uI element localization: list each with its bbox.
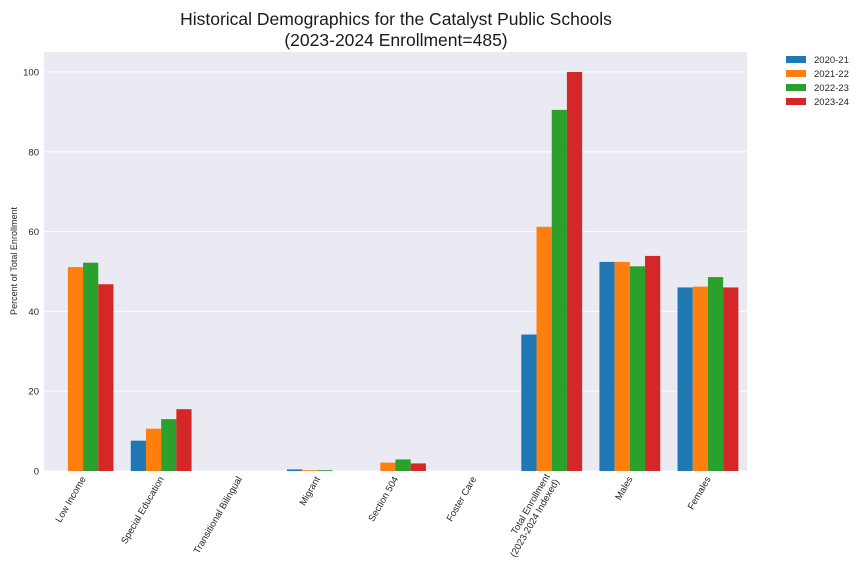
legend-swatch (786, 56, 806, 63)
legend: 2020-21 2021-22 2022-23 2023-24 (786, 55, 849, 108)
bar (130, 440, 146, 471)
legend-label: 2021-22 (814, 69, 849, 80)
bar (302, 470, 318, 471)
y-tick-label: 80 (28, 147, 39, 158)
y-tick-label: 20 (28, 387, 39, 398)
bar (629, 266, 646, 471)
bar (645, 255, 661, 471)
bar (723, 287, 739, 471)
chart-title: Historical Demographics for the Catalyst… (180, 9, 612, 29)
bar (395, 459, 411, 471)
bar (599, 261, 615, 471)
bar (410, 463, 426, 471)
legend-label: 2022-23 (814, 83, 849, 94)
y-tick-label: 0 (34, 467, 39, 478)
bar (286, 469, 303, 471)
y-tick-label: 100 (23, 67, 39, 78)
bar (380, 462, 396, 471)
bar (83, 262, 99, 471)
bar (176, 409, 192, 471)
legend-swatch (786, 98, 806, 105)
y-tick-label: 60 (28, 227, 39, 238)
bar (551, 109, 567, 471)
legend-swatch (786, 70, 806, 77)
bar (317, 470, 333, 471)
bar (707, 277, 724, 471)
legend-swatch (786, 84, 806, 91)
bar (67, 267, 84, 471)
chart-subtitle: (2023-2024 Enrollment=485) (284, 30, 507, 50)
bar (161, 419, 177, 471)
y-tick-labels: 0 20 40 60 80 100 (23, 67, 39, 477)
legend-label: 2020-21 (814, 55, 849, 66)
y-axis-label: Percent of Total Enrollment (9, 207, 19, 315)
bars (67, 71, 739, 471)
legend-label: 2023-24 (814, 97, 849, 108)
bar (614, 261, 630, 471)
y-tick-label: 40 (28, 307, 39, 318)
bar (145, 428, 162, 471)
bar (692, 286, 708, 471)
bar (536, 226, 552, 471)
bar (677, 287, 693, 471)
bar (566, 71, 583, 471)
bar (98, 284, 114, 471)
bar (521, 334, 537, 471)
